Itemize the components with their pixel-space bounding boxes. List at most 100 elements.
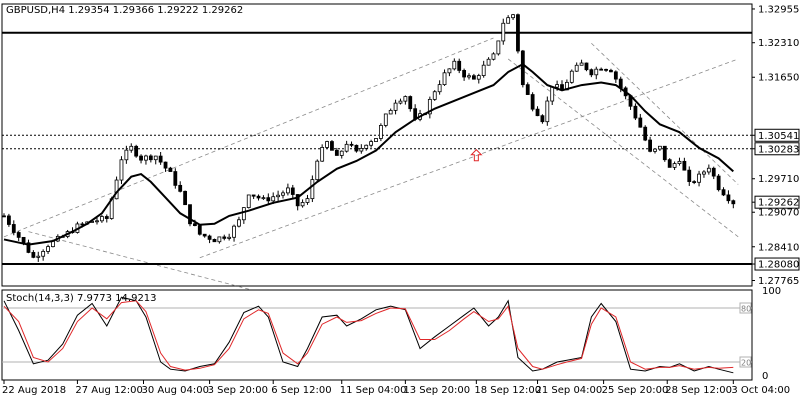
candle-body	[609, 69, 613, 73]
candle	[207, 234, 212, 244]
candle	[139, 154, 143, 164]
candle	[540, 114, 545, 124]
candle	[276, 190, 281, 201]
candle-body	[26, 242, 31, 253]
up-arrow-icon	[470, 149, 483, 162]
candle	[36, 251, 41, 262]
price-candles	[2, 13, 736, 262]
candle	[682, 157, 687, 171]
candle-body	[46, 246, 50, 252]
candle	[594, 66, 599, 80]
price-tick-label: 1.29070	[758, 208, 799, 219]
candle-body	[99, 216, 104, 222]
candle-body	[471, 75, 476, 80]
time-tick-label: 22 Aug 2018	[2, 385, 66, 396]
candle	[467, 73, 471, 80]
candle	[202, 233, 207, 238]
candle-body	[330, 141, 334, 151]
price-axis: 1.32955 1.32310 1.31650 1.30541 1.30283 1.297…	[752, 4, 800, 287]
candle	[662, 145, 667, 162]
candle	[11, 220, 16, 236]
candle-body	[584, 62, 589, 71]
candle-body	[168, 167, 173, 172]
candle	[706, 164, 711, 175]
candle-body	[114, 179, 119, 200]
candle	[657, 145, 662, 151]
price-tick-label: 1.32955	[758, 4, 799, 15]
candle	[222, 234, 227, 241]
candle	[506, 15, 511, 24]
trend-line-1	[199, 58, 739, 259]
candle-body	[604, 68, 608, 71]
candle	[104, 214, 109, 223]
candle-body	[657, 145, 662, 150]
candle-body	[153, 155, 158, 161]
candle	[41, 249, 46, 261]
candle	[393, 99, 398, 115]
candle-body	[437, 84, 442, 93]
candle-body	[271, 196, 276, 202]
price-panel-border	[1, 3, 753, 287]
candle-body	[672, 163, 677, 168]
stochastic-panel-border	[1, 289, 753, 381]
price-tick-label: 1.30283	[758, 144, 799, 155]
candle	[212, 238, 217, 243]
candle	[408, 95, 413, 112]
candle-body	[104, 216, 109, 219]
candle	[692, 180, 697, 185]
candle-body	[403, 96, 408, 102]
candle-body	[574, 64, 579, 72]
stochastic-level-box	[739, 356, 752, 368]
candle-body	[183, 190, 188, 206]
candle-body	[369, 141, 374, 146]
candle	[535, 106, 540, 117]
candle-body	[192, 223, 197, 226]
candle-body	[95, 220, 99, 223]
price-tick-label: 1.32310	[758, 38, 799, 49]
candle	[697, 170, 701, 187]
candle	[731, 199, 736, 209]
candle	[256, 194, 261, 201]
candle	[427, 96, 432, 119]
price-tick-label: 1.28080	[758, 260, 799, 271]
candle	[525, 82, 530, 95]
trend-line-4	[591, 42, 739, 185]
candle-body	[501, 22, 506, 42]
candle-body	[496, 40, 501, 55]
candle-body	[711, 167, 716, 177]
candle	[261, 195, 266, 200]
candle-body	[667, 159, 672, 168]
trend-line-2	[28, 231, 249, 290]
candle-body	[354, 144, 359, 152]
candle	[457, 58, 462, 74]
candle-body	[530, 94, 535, 110]
candle-body	[520, 50, 525, 86]
candle-body	[290, 187, 295, 195]
price-tag-box	[754, 257, 800, 271]
candle-body	[256, 195, 261, 199]
stochastic-k-line	[3, 296, 734, 374]
candle	[266, 193, 271, 204]
stochastic-level-label: 20	[741, 359, 751, 368]
candle-body	[726, 194, 731, 202]
candle	[574, 62, 579, 72]
candle-body	[398, 100, 403, 104]
candle	[197, 225, 202, 236]
candle	[378, 123, 383, 142]
candle	[388, 108, 393, 115]
candle	[2, 213, 6, 218]
candle	[144, 154, 148, 165]
candle	[481, 60, 486, 78]
candle-body	[476, 75, 481, 80]
candle	[403, 95, 408, 105]
candle	[496, 40, 501, 56]
candle-body	[295, 194, 300, 207]
candle-body	[613, 71, 618, 80]
price-tick-label: 1.30541	[758, 131, 799, 142]
candle-body	[276, 194, 281, 198]
candle	[330, 140, 334, 151]
moving-average	[3, 62, 734, 246]
candle	[188, 204, 192, 227]
candle-body	[462, 70, 467, 78]
candle-body	[643, 126, 648, 141]
